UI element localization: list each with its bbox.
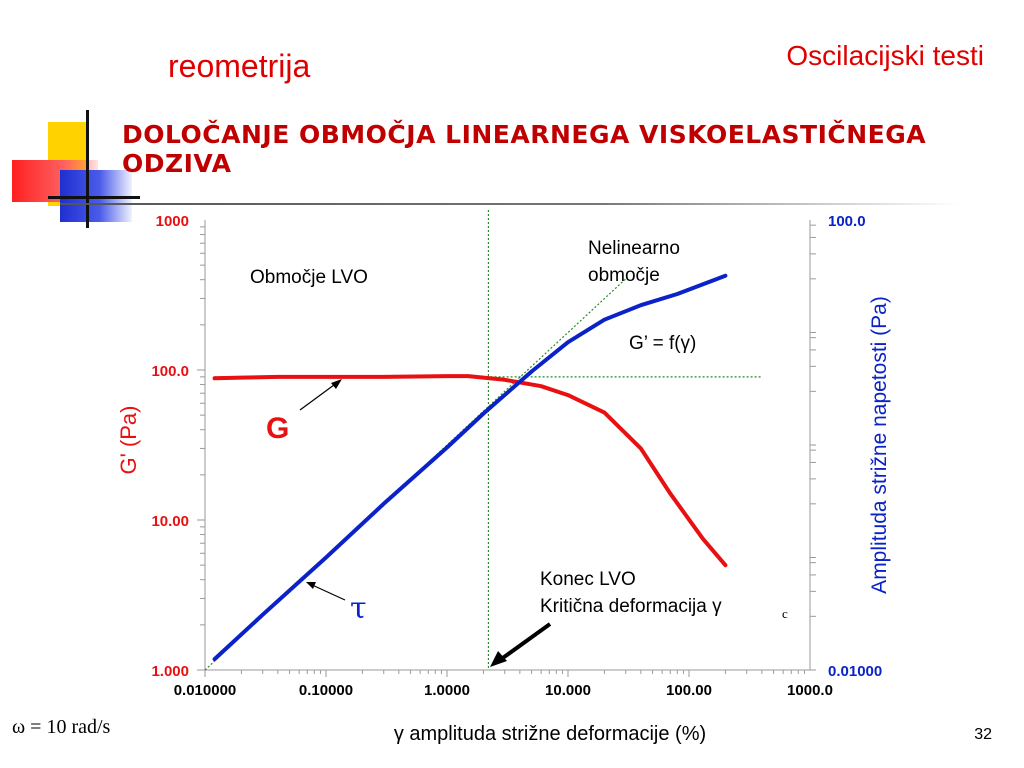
y-left-axis-label: G' (Pa)	[116, 406, 141, 475]
pointer-tau	[309, 583, 346, 601]
annotation-end-lvo-line2: Kritična deformacija γ	[540, 596, 722, 617]
chart-labels: γ amplituda strižne deformacije (%) G' (…	[116, 296, 891, 745]
y-left-tick-label: 10.00	[151, 513, 189, 530]
series-label-tau: τ	[350, 591, 367, 626]
series-line-g	[212, 374, 728, 568]
pointer-critical	[498, 622, 552, 662]
chart-ticks: 0.010000 0.10000 1.0000 10.000 100.00 1000.0 1…	[151, 213, 882, 699]
y-left-tick-label: 1000	[156, 213, 189, 230]
x-tick-label: 0.010000	[174, 682, 237, 699]
x-axis-label: γ amplituda strižne deformacije (%)	[394, 723, 706, 745]
annotation-lvo: Območje LVO	[250, 267, 368, 288]
slide-heading: DOLOČANJE OBMOČJA LINEARNEGA VISKOELASTI…	[122, 120, 927, 178]
x-tick-label: 10.000	[545, 682, 591, 699]
series-line-tau	[212, 273, 728, 662]
omega-note: ω = 10 rad/s	[12, 716, 111, 738]
x-tick-label: 0.10000	[299, 682, 353, 699]
annotation-g-function: G’ = f(γ)	[629, 333, 696, 354]
heading-divider	[60, 203, 960, 205]
series-label-g: G	[266, 412, 289, 445]
annotation-end-lvo-subscript: c	[782, 606, 788, 621]
chart-series	[212, 273, 728, 662]
pointer-g	[299, 381, 339, 411]
pointer-g-head	[331, 379, 342, 389]
annotation-nonlinear-line1: Nelinearno	[588, 238, 680, 259]
decor-horizontal-line	[48, 196, 140, 199]
decor-vertical-line	[86, 110, 89, 228]
chart-frame	[197, 220, 816, 677]
slide-title: reometrija	[168, 48, 311, 84]
y-right-axis-label: Amplituda strižne napetosti (Pa)	[868, 296, 891, 594]
page-number: 32	[974, 726, 992, 743]
annotation-end-lvo-line1: Konec LVO	[540, 569, 636, 590]
annotation-nonlinear-line2: območje	[588, 265, 660, 286]
x-tick-label: 1000.0	[787, 682, 833, 699]
x-tick-label: 1.0000	[424, 682, 470, 699]
y-left-tick-label: 100.0	[151, 363, 189, 380]
slide-subtitle: Oscilacijski testi	[786, 40, 984, 71]
y-left-tick-label: 1.000	[151, 663, 189, 680]
y-right-tick-label: 0.01000	[828, 663, 882, 680]
pointer-critical-head	[490, 651, 507, 667]
x-tick-label: 100.00	[666, 682, 712, 699]
pointer-tau-head	[306, 582, 316, 589]
chart-annotations: Območje LVO Nelinearno območje G’ = f(γ)…	[250, 238, 788, 667]
y-right-tick-label: 100.0	[828, 213, 866, 230]
